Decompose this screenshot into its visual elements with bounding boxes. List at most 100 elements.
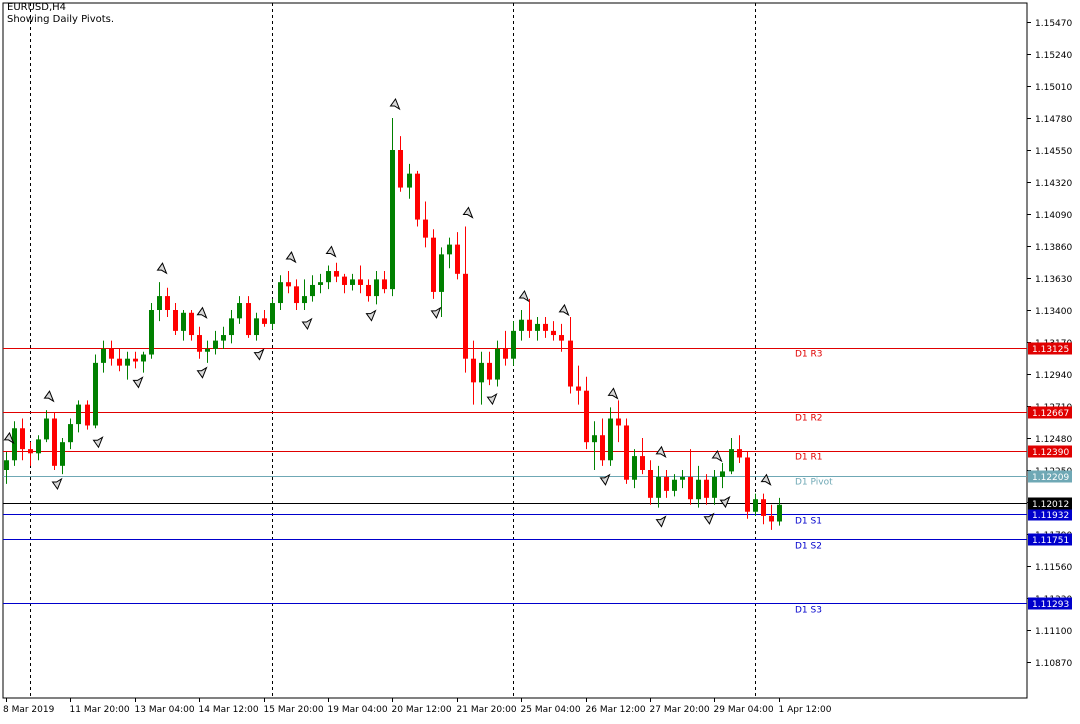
- candle-body[interactable]: [769, 515, 774, 522]
- candle-body[interactable]: [101, 348, 106, 363]
- candle-body[interactable]: [350, 279, 355, 285]
- candle-body[interactable]: [254, 318, 259, 336]
- candle-body[interactable]: [712, 476, 717, 498]
- candle-body[interactable]: [286, 282, 291, 287]
- candle-body[interactable]: [584, 390, 589, 443]
- candle-body[interactable]: [656, 476, 661, 498]
- candle-body[interactable]: [592, 435, 597, 443]
- candle-body[interactable]: [4, 460, 9, 470]
- candle-body[interactable]: [326, 271, 331, 283]
- candle-body[interactable]: [551, 330, 556, 336]
- candle-body[interactable]: [117, 358, 122, 366]
- candle-body[interactable]: [680, 476, 685, 480]
- candle-body[interactable]: [44, 418, 49, 440]
- candle-body[interactable]: [688, 476, 693, 500]
- candle-body[interactable]: [568, 340, 573, 387]
- candle-body[interactable]: [527, 319, 532, 331]
- candle-body[interactable]: [640, 456, 645, 470]
- candle-body[interactable]: [181, 312, 186, 331]
- candle-body[interactable]: [664, 476, 669, 491]
- candle-body[interactable]: [36, 439, 41, 454]
- candle-body[interactable]: [157, 296, 162, 310]
- candle-body[interactable]: [543, 323, 548, 331]
- candle-body[interactable]: [52, 418, 57, 466]
- candle-body[interactable]: [294, 286, 299, 304]
- candle-body[interactable]: [495, 348, 500, 380]
- candle-body[interactable]: [559, 335, 564, 341]
- candle-body[interactable]: [125, 358, 130, 366]
- candle-body[interactable]: [358, 279, 363, 285]
- candle-body[interactable]: [318, 282, 323, 285]
- candle-body[interactable]: [133, 358, 138, 362]
- candle-body[interactable]: [600, 435, 605, 461]
- candle-body[interactable]: [696, 479, 701, 500]
- candle-body[interactable]: [76, 404, 81, 425]
- candle-body[interactable]: [511, 330, 516, 359]
- candle-body[interactable]: [197, 335, 202, 352]
- candle-body[interactable]: [753, 499, 758, 512]
- candle-body[interactable]: [632, 456, 637, 480]
- candle-body[interactable]: [229, 318, 234, 336]
- fractal-down-marker: [196, 366, 208, 379]
- candle-body[interactable]: [93, 362, 98, 426]
- candle-body[interactable]: [221, 335, 226, 341]
- candle-body[interactable]: [624, 425, 629, 480]
- candle-body[interactable]: [310, 284, 315, 297]
- candle-body[interactable]: [237, 303, 242, 319]
- candle-body[interactable]: [729, 449, 734, 472]
- candle-body[interactable]: [519, 319, 524, 331]
- candle-body[interactable]: [246, 303, 251, 336]
- candle-body[interactable]: [173, 310, 178, 331]
- candle-body[interactable]: [270, 303, 275, 324]
- candle-body[interactable]: [761, 499, 766, 516]
- candle-body[interactable]: [431, 237, 436, 292]
- candle-body[interactable]: [109, 348, 114, 359]
- candle-body[interactable]: [777, 504, 782, 522]
- candle-body[interactable]: [423, 219, 428, 238]
- candle-body[interactable]: [608, 418, 613, 461]
- candle-body[interactable]: [334, 271, 339, 277]
- candle-body[interactable]: [85, 404, 90, 426]
- candle-body[interactable]: [398, 150, 403, 188]
- candle-body[interactable]: [342, 276, 347, 285]
- candle-body[interactable]: [205, 348, 210, 352]
- candle-body[interactable]: [390, 150, 395, 290]
- candle-body[interactable]: [278, 282, 283, 304]
- candle-body[interactable]: [149, 310, 154, 355]
- candle-body[interactable]: [720, 471, 725, 477]
- candle-body[interactable]: [366, 284, 371, 297]
- candle-body[interactable]: [737, 449, 742, 458]
- candle-body[interactable]: [479, 362, 484, 383]
- candle-body[interactable]: [213, 340, 218, 349]
- candle-body[interactable]: [20, 428, 25, 450]
- candle-body[interactable]: [616, 418, 621, 426]
- candle-body[interactable]: [262, 318, 267, 324]
- candle-body[interactable]: [576, 386, 581, 391]
- candle-body[interactable]: [672, 479, 677, 491]
- candle-body[interactable]: [704, 479, 709, 498]
- candle-body[interactable]: [439, 254, 444, 292]
- candle-body[interactable]: [463, 273, 468, 359]
- candle-body[interactable]: [455, 244, 460, 274]
- candle-body[interactable]: [745, 457, 750, 512]
- candle-body[interactable]: [12, 428, 17, 461]
- candle-body[interactable]: [60, 442, 65, 466]
- candle-body[interactable]: [503, 348, 508, 359]
- candle-body[interactable]: [165, 296, 170, 310]
- candle-body[interactable]: [648, 470, 653, 498]
- candle-body[interactable]: [407, 173, 412, 188]
- candle-body[interactable]: [189, 312, 194, 336]
- candle-body[interactable]: [447, 244, 452, 255]
- candle-body[interactable]: [415, 173, 420, 220]
- candle-body[interactable]: [302, 296, 307, 304]
- candle-body[interactable]: [28, 449, 33, 454]
- candle-body[interactable]: [374, 279, 379, 297]
- candle-body[interactable]: [68, 424, 73, 443]
- candle-body[interactable]: [535, 323, 540, 331]
- candle-body[interactable]: [141, 354, 146, 362]
- candle-body[interactable]: [382, 279, 387, 290]
- candle-body[interactable]: [471, 358, 476, 383]
- candle-body[interactable]: [487, 362, 492, 380]
